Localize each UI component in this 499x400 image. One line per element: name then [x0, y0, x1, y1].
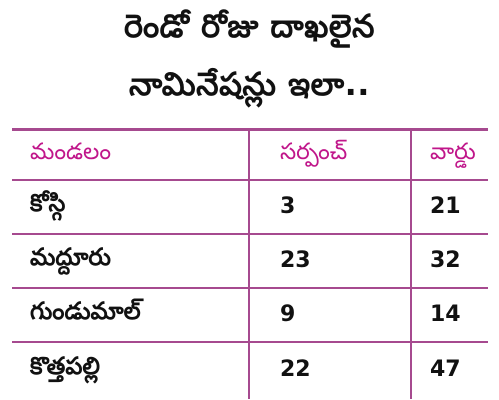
- headline-line-1: రెండో రోజు దాఖలైన: [123, 7, 376, 45]
- ward-count: 14: [430, 301, 461, 327]
- row-divider: [12, 179, 488, 181]
- header-sarpanch: సర్పంచ్: [280, 139, 348, 165]
- ward-count: 32: [430, 247, 461, 273]
- table-row: కొత్తపల్లి 22 47: [12, 341, 488, 397]
- column-divider: [410, 131, 412, 399]
- row-divider: [12, 233, 488, 235]
- mandal-name: కోస్గి: [30, 189, 66, 217]
- table-header-row: మండలం సర్పంచ్ వార్డు: [12, 131, 488, 179]
- headline-line-2: నామినేషన్లు ఇలా..: [129, 65, 370, 103]
- nominations-table: మండలం సర్పంచ్ వార్డు కోస్గి 3 21 మద్దూరు…: [12, 128, 488, 399]
- sarpanch-count: 9: [280, 301, 296, 327]
- table-row: మద్దూరు 23 32: [12, 233, 488, 287]
- table-row: కోస్గి 3 21: [12, 179, 488, 233]
- mandal-name: మద్దూరు: [30, 243, 111, 271]
- header-mandal: మండలం: [30, 139, 111, 165]
- ward-count: 21: [430, 193, 461, 219]
- sarpanch-count: 22: [280, 356, 311, 382]
- row-divider: [12, 341, 488, 343]
- sarpanch-count: 3: [280, 193, 296, 219]
- ward-count: 47: [430, 356, 461, 382]
- table-row: గుండుమాల్ 9 14: [12, 287, 488, 341]
- sarpanch-count: 23: [280, 247, 311, 273]
- mandal-name: గుండుమాల్: [30, 297, 141, 325]
- column-divider: [248, 131, 250, 399]
- row-divider: [12, 287, 488, 289]
- header-ward: వార్డు: [430, 139, 476, 165]
- mandal-name: కొత్తపల్లి: [30, 352, 101, 380]
